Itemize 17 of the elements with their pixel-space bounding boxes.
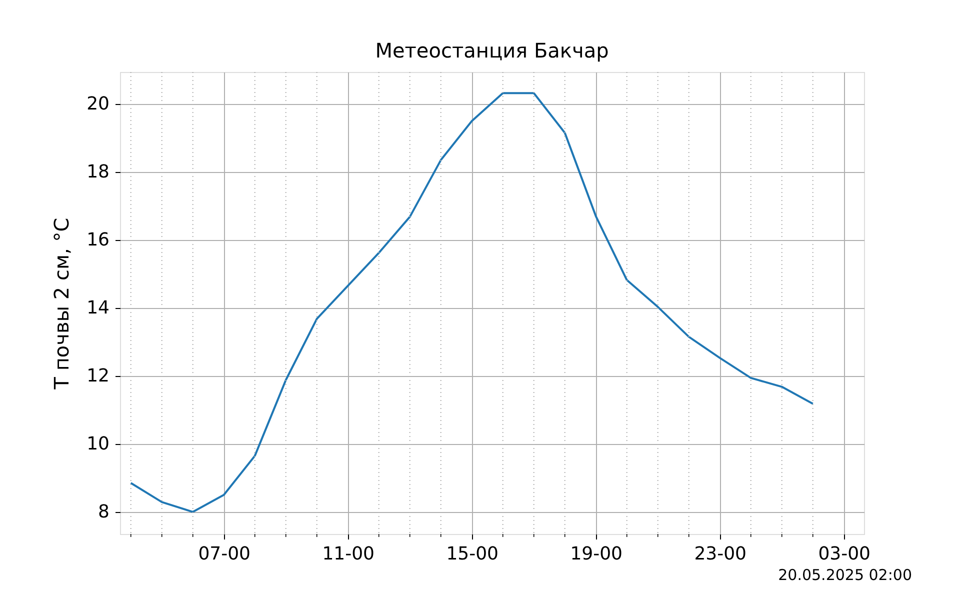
y-tick-label: 10 [86,433,110,454]
chart-title: Метеостанция Бакчар [375,38,609,62]
text: 20.05.2025 02:00 [778,566,912,584]
x-tick-label: 15-00 [446,544,499,564]
y-tick-label: 12 [86,365,110,386]
y-axis-title: T почвы 2 см, °C [50,218,74,390]
x-tick-label: 03-00 [818,544,871,564]
x-tick-label: 07-00 [198,544,251,564]
y-tick-label: 14 [86,297,110,318]
x-tick-label: 19-00 [570,544,623,564]
y-tick-label: 16 [86,229,110,250]
line-series [130,92,814,513]
y-tick-label: 20 [86,93,110,114]
y-tick-label: 18 [86,161,110,182]
x-tick-label: 11-00 [322,544,375,564]
x-tick-label: 23-00 [694,544,747,564]
y-tick-label: 8 [98,501,110,522]
